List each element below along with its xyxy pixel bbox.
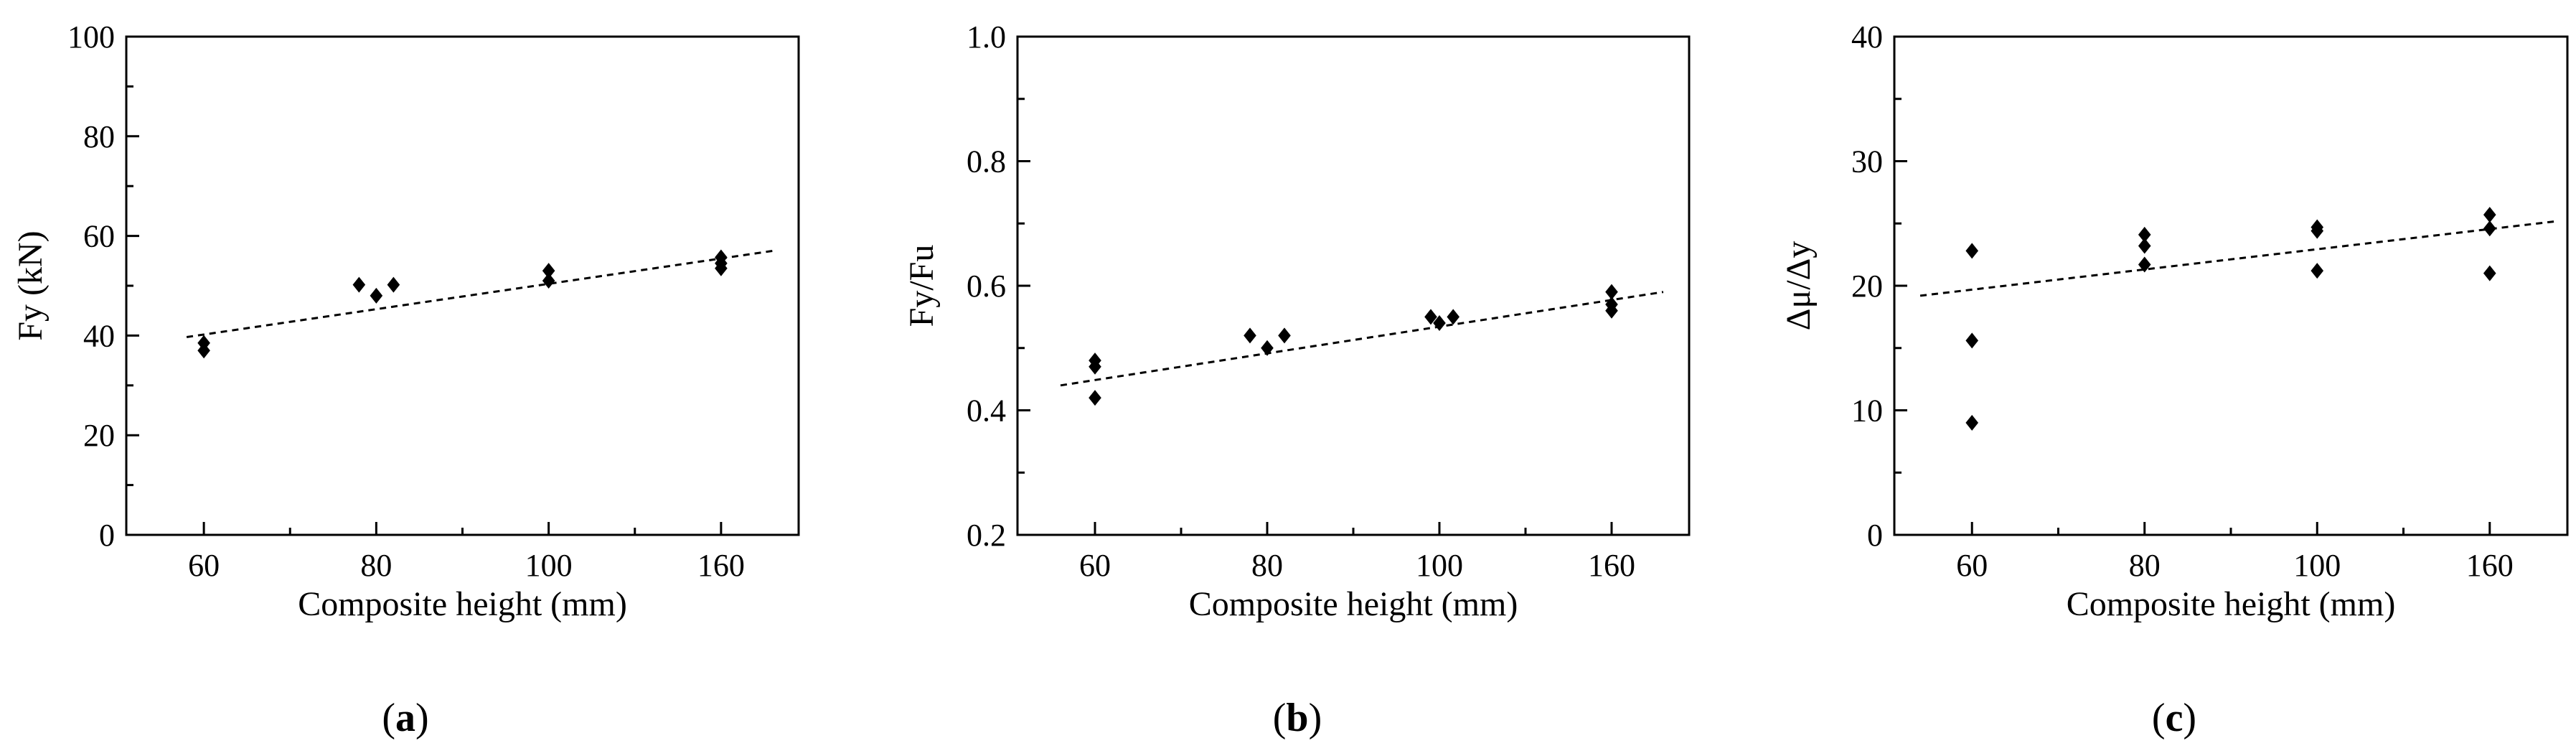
chart-c-x-tick-label: 100 (2293, 548, 2341, 583)
chart-b-data-point-7 (1424, 309, 1437, 325)
chart-c-panel-label-letter: c (2166, 696, 2184, 740)
chart-b-y-tick-label: 0.6 (967, 269, 1006, 304)
chart-a-x-tick-label: 60 (188, 548, 220, 583)
chart-a-data-point-3 (352, 276, 366, 293)
chart-b-data-point-5 (1261, 340, 1274, 356)
chart-a-y-axis-title: Fy (kN) (11, 230, 50, 340)
chart-a-y-tick-label: 0 (99, 518, 115, 553)
chart-c-data-point-11 (2483, 220, 2496, 237)
chart-a-data-point-6 (542, 263, 555, 279)
chart-b-y-axis-title: Fy/Fu (903, 245, 941, 327)
chart-a-trend-line (186, 249, 774, 338)
chart-a-data-point-5 (387, 276, 400, 293)
chart-b-y-tick-label: 0.4 (967, 393, 1006, 429)
chart-b-x-axis-title: Composite height (mm) (1189, 585, 1518, 623)
chart-a-y-tick-label: 60 (83, 219, 115, 254)
chart-b-panel-label: (b) (1273, 696, 1322, 740)
chart-a-x-tick-label: 160 (697, 548, 745, 583)
chart-c-data-point-6 (2138, 256, 2151, 273)
chart-a-x-axis-title: Composite height (mm) (298, 585, 627, 623)
chart-b-x-tick-label: 80 (1251, 548, 1283, 583)
chart-c-y-tick-label: 30 (1851, 144, 1883, 179)
chart-b-panel-label-open: ( (1273, 696, 1287, 740)
chart-a-panel: 0 20 40 60 80 100 60 80 100 160 Composite height (… (11, 19, 800, 740)
chart-b-data-point-8 (1433, 315, 1446, 332)
chart-b-panel-label-letter: b (1286, 696, 1308, 740)
chart-b-panel-label-close: ) (1309, 696, 1322, 740)
chart-a-data-point-10 (715, 260, 728, 276)
chart-b-data-point-12 (1605, 302, 1618, 319)
chart-a-y-tick-label: 100 (67, 19, 115, 55)
chart-c-trend-line (1919, 220, 2559, 297)
chart-b-y-tick-label: 0.2 (967, 518, 1006, 553)
chart-c-panel-label-close: ) (2183, 696, 2196, 740)
chart-b-y-tick-label: 1.0 (967, 19, 1006, 55)
chart-a-panel-label-letter: a (395, 696, 415, 740)
chart-b-data-point-6 (1278, 327, 1291, 344)
chart-a-x-tick-label: 100 (525, 548, 573, 583)
chart-a-data-point-4 (370, 287, 383, 304)
chart-c-data-point-9 (2311, 263, 2324, 279)
chart-c-x-tick-label: 160 (2466, 548, 2514, 583)
chart-c-x-tick-label: 60 (1956, 548, 1988, 583)
chart-a-data-point-2 (197, 342, 210, 359)
chart-c-data-point-10 (2483, 207, 2496, 223)
chart-c-y-tick-label: 20 (1851, 269, 1883, 304)
chart-a-panel-label-close: ) (415, 696, 429, 740)
chart-c-data-point-4 (2138, 226, 2151, 243)
chart-c-y-axis-title: Δμ/Δy (1780, 241, 1818, 331)
chart-c-x-tick-label: 80 (2129, 548, 2161, 583)
chart-c-panel: 0 10 20 30 40 60 80 100 160 Composite height (mm)… (1780, 19, 2569, 740)
chart-c-data-point-1 (1965, 243, 1979, 259)
chart-c-x-axis-title: Composite height (mm) (2067, 585, 2396, 623)
chart-c-data-point-5 (2138, 238, 2151, 254)
chart-a-y-tick-label: 20 (83, 418, 115, 453)
chart-a-panel-label-open: ( (382, 696, 395, 740)
chart-b-data-point-4 (1244, 327, 1256, 344)
chart-c-y-tick-label: 10 (1851, 393, 1883, 429)
chart-b-x-tick-label: 160 (1588, 548, 1635, 583)
chart-c-plot-frame (1893, 35, 2569, 536)
chart-a-x-tick-label: 80 (360, 548, 392, 583)
chart-c-data-point-12 (2483, 265, 2496, 281)
chart-a-plot-frame (125, 35, 800, 536)
chart-b-data-point-2 (1089, 358, 1101, 375)
chart-c-data-point-3 (1965, 414, 1979, 431)
chart-a-data-point-7 (542, 273, 555, 289)
chart-c-y-tick-label: 40 (1851, 19, 1883, 55)
chart-c-data-point-8 (2311, 223, 2324, 239)
chart-b-data-point-9 (1447, 309, 1459, 325)
chart-b-trend-line (1060, 291, 1664, 387)
chart-a-y-tick-label: 80 (83, 119, 115, 154)
chart-c-panel-label-open: ( (2152, 696, 2166, 740)
chart-b-panel: 0.2 0.4 0.6 0.8 1.0 60 80 100 160 Composite heigh… (903, 19, 1691, 740)
chart-a-y-tick-label: 40 (83, 318, 115, 353)
chart-c-panel-label: (c) (2152, 696, 2196, 740)
chart-b-data-point-10 (1605, 284, 1618, 300)
chart-b-data-point-3 (1089, 390, 1101, 406)
chart-b-plot-frame (1016, 35, 1691, 536)
chart-b-x-tick-label: 60 (1079, 548, 1111, 583)
chart-c-data-point-2 (1965, 332, 1979, 349)
chart-b-x-tick-label: 100 (1416, 548, 1463, 583)
chart-c-y-tick-label: 0 (1867, 518, 1883, 553)
chart-a-panel-label: (a) (382, 696, 428, 740)
chart-b-y-tick-label: 0.8 (967, 144, 1006, 179)
